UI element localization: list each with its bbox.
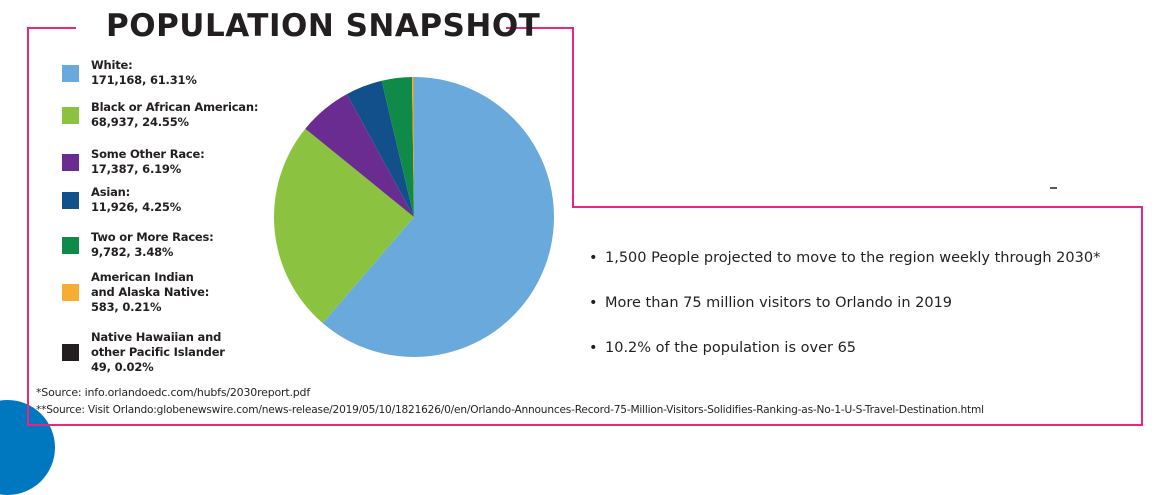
fact-text: 10.2% of the population is over 65 <box>605 340 856 385</box>
bullet-dot: • <box>589 295 605 340</box>
bullet-dot: • <box>589 340 605 385</box>
fact-item: •10.2% of the population is over 65 <box>589 340 1100 385</box>
fact-item: •1,500 People projected to move to the r… <box>589 250 1100 295</box>
fact-item: •More than 75 million visitors to Orland… <box>589 295 1100 340</box>
fact-text: More than 75 million visitors to Orlando… <box>605 295 952 340</box>
fact-text: 1,500 People projected to move to the re… <box>605 250 1100 295</box>
bullet-dot: • <box>589 250 605 295</box>
source-note-2: **Source: Visit Orlando:globenewswire.co… <box>36 404 984 416</box>
facts-list: •1,500 People projected to move to the r… <box>589 250 1100 385</box>
source-note-1: *Source: info.orlandoedc.com/hubfs/2030r… <box>36 386 310 399</box>
